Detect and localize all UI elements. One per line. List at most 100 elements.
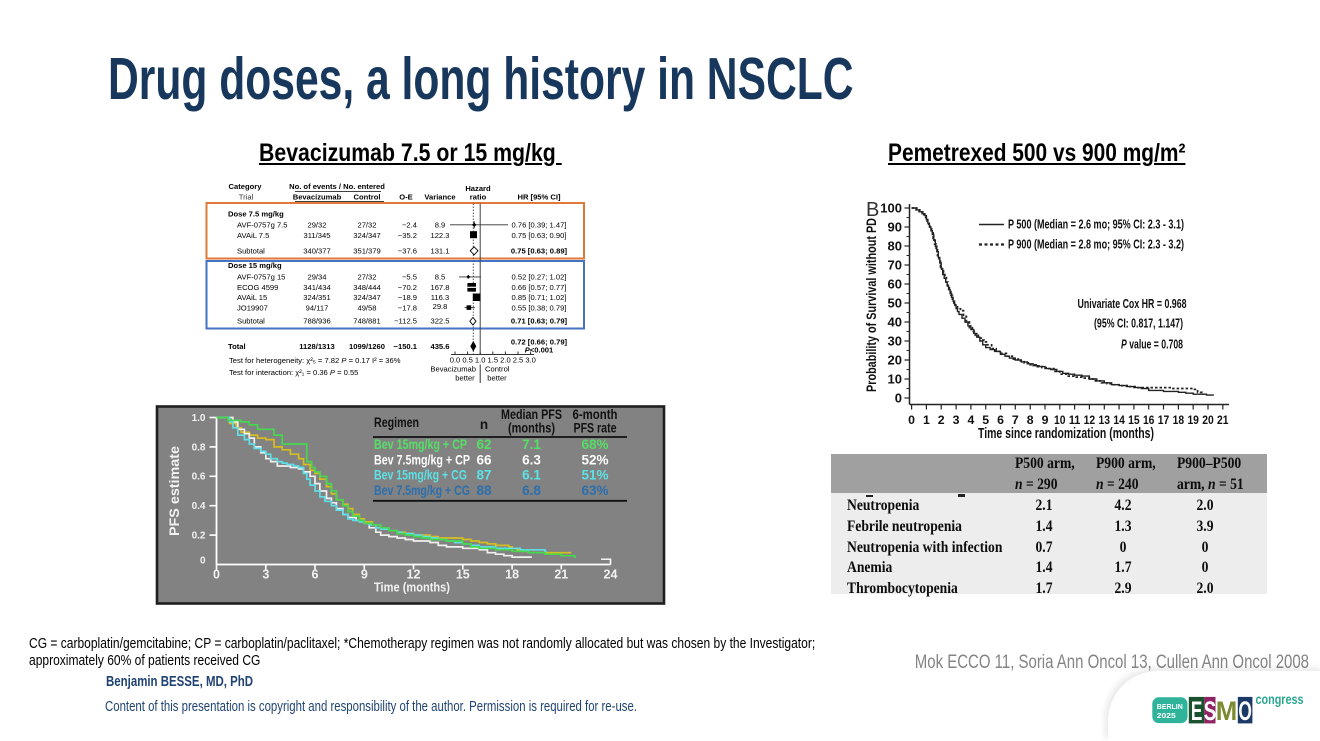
svg-text:21: 21 — [1217, 413, 1229, 427]
svg-text:PFS rate: PFS rate — [574, 421, 617, 436]
svg-text:Bev 7.5mg/kg + CP: Bev 7.5mg/kg + CP — [374, 452, 470, 467]
svg-text:(95% CI: 0.817, 1.147): (95% CI: 0.817, 1.147) — [1094, 317, 1183, 331]
svg-text:0.52 [0.27; 1.02]: 0.52 [0.27; 1.02] — [512, 272, 567, 281]
svg-text:9: 9 — [1042, 413, 1049, 427]
svg-text:Bev 15mg/kg + CP: Bev 15mg/kg + CP — [374, 437, 467, 452]
svg-text:88: 88 — [476, 483, 492, 498]
svg-text:15: 15 — [1128, 413, 1140, 427]
svg-text:11: 11 — [1069, 413, 1081, 427]
svg-text:66: 66 — [476, 452, 492, 467]
svg-text:324/347: 324/347 — [353, 231, 380, 240]
svg-text:PFS estimate: PFS estimate — [167, 445, 182, 536]
svg-text:15: 15 — [456, 568, 470, 582]
svg-text:63%: 63% — [581, 483, 608, 498]
svg-text:50: 50 — [888, 296, 902, 311]
svg-text:27/32: 27/32 — [357, 272, 376, 281]
svg-text:8: 8 — [1027, 413, 1034, 427]
svg-text:90: 90 — [888, 220, 902, 235]
svg-text:16: 16 — [1143, 413, 1155, 427]
svg-text:Test for heterogeneity: χ²₅ =: Test for heterogeneity: χ²₅ = 7.82 P = 0… — [229, 356, 401, 365]
svg-text:100: 100 — [880, 201, 902, 216]
svg-text:351/379: 351/379 — [353, 246, 380, 255]
svg-text:311/345: 311/345 — [304, 231, 331, 240]
svg-text:8.9: 8.9 — [435, 221, 446, 230]
svg-text:7.1: 7.1 — [522, 437, 541, 452]
svg-text:435.6: 435.6 — [430, 342, 449, 351]
svg-text:788/936: 788/936 — [303, 317, 330, 326]
svg-text:30: 30 — [888, 334, 902, 349]
svg-text:O: O — [1238, 696, 1252, 726]
svg-text:12: 12 — [1084, 413, 1096, 427]
svg-text:8.5: 8.5 — [435, 272, 446, 281]
svg-text:better: better — [487, 374, 507, 383]
svg-text:AVF-0757g 7.5: AVF-0757g 7.5 — [237, 221, 288, 230]
svg-text:−37.6: −37.6 — [398, 246, 417, 255]
svg-text:0: 0 — [200, 556, 206, 567]
svg-text:24: 24 — [604, 568, 618, 582]
svg-text:−112.5: −112.5 — [394, 317, 417, 326]
svg-text:better: better — [455, 374, 475, 383]
svg-text:17: 17 — [1158, 413, 1170, 427]
svg-text:0: 0 — [895, 391, 902, 406]
svg-text:ratio: ratio — [470, 193, 487, 202]
svg-text:18: 18 — [1173, 413, 1185, 427]
svg-text:Hazard: Hazard — [465, 184, 491, 193]
svg-text:29.8: 29.8 — [433, 302, 448, 311]
svg-text:94/117: 94/117 — [306, 303, 329, 312]
svg-text:0.4: 0.4 — [192, 501, 206, 512]
svg-text:Univariate Cox HR = 0.968: Univariate Cox HR = 0.968 — [1078, 297, 1187, 311]
svg-text:87: 87 — [476, 468, 491, 483]
svg-text:340/377: 340/377 — [303, 246, 330, 255]
svg-text:21: 21 — [554, 568, 568, 582]
svg-text:0.55 [0.38; 0.79]: 0.55 [0.38; 0.79] — [512, 303, 567, 312]
svg-text:Bev 7.5mg/kg + CG: Bev 7.5mg/kg + CG — [374, 483, 470, 498]
svg-text:19: 19 — [1187, 413, 1199, 427]
svg-text:12: 12 — [407, 568, 421, 582]
svg-text:1128/1313: 1128/1313 — [299, 342, 334, 351]
svg-text:116.3: 116.3 — [431, 293, 449, 302]
svg-text:AVAiL 7.5: AVAiL 7.5 — [237, 231, 269, 240]
svg-text:2.0: 2.0 — [500, 356, 511, 365]
svg-text:80: 80 — [888, 239, 902, 254]
svg-text:Trial: Trial — [239, 193, 254, 202]
svg-text:0.0: 0.0 — [450, 356, 461, 365]
svg-text:Regimen: Regimen — [374, 415, 419, 430]
svg-text:324/351: 324/351 — [303, 293, 330, 302]
svg-text:1.0: 1.0 — [475, 356, 486, 365]
svg-text:68%: 68% — [581, 437, 608, 452]
svg-text:748/881: 748/881 — [353, 317, 380, 326]
svg-text:Dose 15 mg/kg: Dose 15 mg/kg — [228, 261, 282, 270]
svg-text:−2.4: −2.4 — [402, 221, 417, 230]
svg-text:Subtotal: Subtotal — [237, 317, 265, 326]
svg-text:E: E — [1191, 696, 1203, 726]
svg-text:1.0: 1.0 — [192, 413, 206, 424]
svg-text:Control: Control — [354, 193, 381, 202]
svg-text:6-month: 6-month — [573, 407, 618, 422]
svg-text:0.6: 0.6 — [192, 472, 206, 483]
svg-text:S: S — [1204, 696, 1217, 726]
svg-text:9: 9 — [361, 568, 368, 582]
svg-text:0: 0 — [213, 568, 220, 582]
svg-text:3: 3 — [953, 413, 960, 427]
svg-text:B: B — [866, 199, 879, 221]
svg-text:7: 7 — [1012, 413, 1019, 427]
svg-text:−150.1: −150.1 — [394, 342, 418, 351]
svg-text:Category: Category — [229, 182, 263, 191]
svg-text:40: 40 — [888, 315, 902, 330]
svg-text:P 500 (Median = 2.6 mo; 95% CI: P 500 (Median = 2.6 mo; 95% CI: 2.3 - 3.… — [1008, 218, 1184, 232]
svg-text:0.71 [0.63; 0.79]: 0.71 [0.63; 0.79] — [511, 317, 568, 326]
svg-text:6: 6 — [997, 413, 1004, 427]
svg-text:3: 3 — [262, 568, 269, 582]
svg-text:0.76 [0.39; 1.47]: 0.76 [0.39; 1.47] — [512, 221, 567, 230]
svg-text:O-E: O-E — [399, 193, 413, 202]
svg-text:20: 20 — [888, 353, 902, 368]
svg-text:0.85 [0.71; 1.02]: 0.85 [0.71; 1.02] — [512, 293, 567, 302]
svg-text:Bev 15mg/kg + CG: Bev 15mg/kg + CG — [374, 468, 467, 483]
svg-text:0.72 [0.66; 0.79]: 0.72 [0.66; 0.79] — [511, 338, 568, 347]
svg-text:0.2: 0.2 — [192, 531, 206, 542]
svg-text:Time (months): Time (months) — [374, 581, 450, 595]
svg-text:6.8: 6.8 — [522, 483, 541, 498]
svg-text:0.75 [0.63; 0.90]: 0.75 [0.63; 0.90] — [512, 231, 567, 240]
svg-text:Total: Total — [228, 342, 246, 351]
svg-text:BERLIN: BERLIN — [1157, 702, 1183, 711]
